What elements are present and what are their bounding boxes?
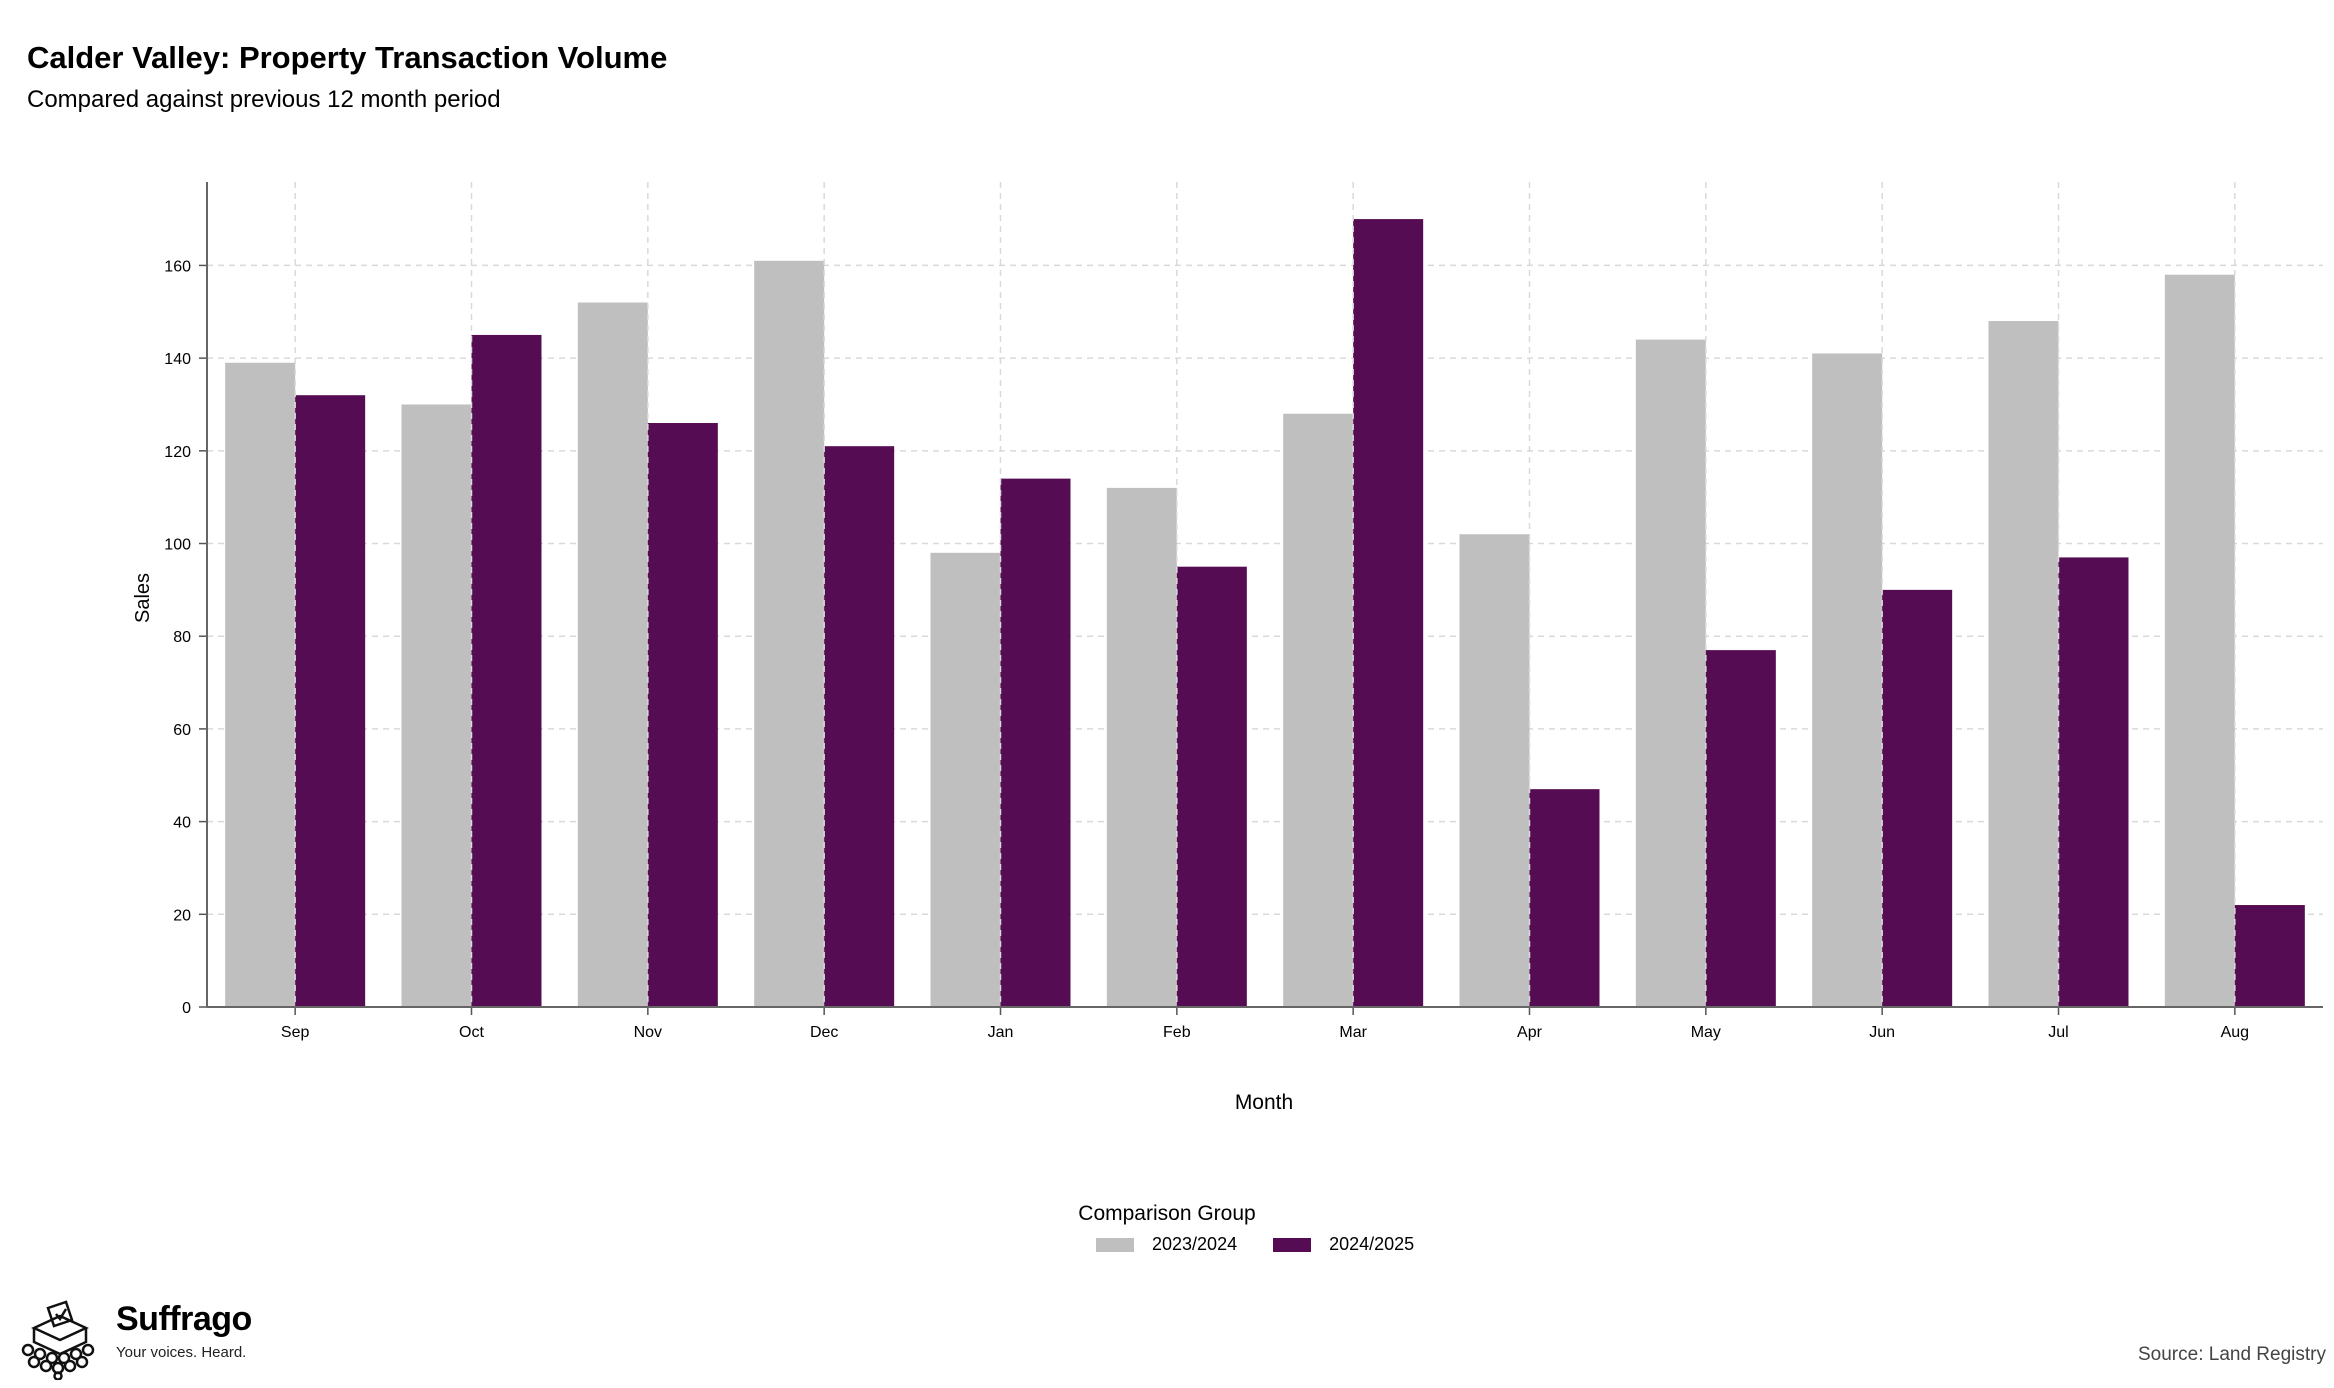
y-tick-label: 80 bbox=[173, 629, 191, 646]
bar-nov-series-2 bbox=[647, 423, 718, 1007]
x-tick-label: Nov bbox=[634, 1024, 662, 1041]
brand-logo: Suffrago Your voices. Heard. bbox=[14, 1298, 252, 1380]
bar-jan-series-1 bbox=[930, 552, 1001, 1007]
bar-sep-series-2 bbox=[295, 395, 366, 1007]
x-tick-label: Apr bbox=[1517, 1024, 1543, 1041]
x-tick-label: May bbox=[1691, 1024, 1721, 1041]
bar-aug-series-1 bbox=[2164, 274, 2235, 1007]
brand-name: Suffrago bbox=[116, 1300, 252, 1338]
bar-dec-series-1 bbox=[754, 260, 825, 1008]
x-tick-label: Oct bbox=[459, 1024, 484, 1041]
legend-label: 2023/2024 bbox=[1152, 1234, 1238, 1254]
legend-swatch bbox=[1096, 1237, 1134, 1252]
legend-title: Comparison Group bbox=[1078, 1202, 1256, 1225]
bar-may-series-1 bbox=[1635, 339, 1706, 1008]
legend-item-2024-2025: 2024/2025 bbox=[1273, 1234, 1414, 1255]
bar-jul-series-2 bbox=[2058, 557, 2129, 1007]
y-tick-label: 160 bbox=[164, 258, 191, 275]
y-tick-label: 120 bbox=[164, 444, 191, 461]
bar-mar-series-1 bbox=[1283, 413, 1354, 1007]
source-note: Source: Land Registry bbox=[2138, 1344, 2326, 1365]
x-axis-label: Month bbox=[1235, 1091, 1293, 1114]
y-tick-label: 60 bbox=[173, 722, 191, 739]
bar-oct-series-1 bbox=[401, 404, 472, 1007]
x-tick-label: Aug bbox=[2221, 1024, 2249, 1041]
y-tick-label: 100 bbox=[164, 537, 191, 554]
x-tick-label: Jan bbox=[988, 1024, 1014, 1041]
legend-swatch bbox=[1273, 1237, 1312, 1252]
legend-item-2023-2024: 2023/2024 bbox=[1096, 1234, 1237, 1255]
bar-apr-series-1 bbox=[1459, 534, 1530, 1007]
x-tick-label: Feb bbox=[1163, 1024, 1191, 1041]
bar-jul-series-1 bbox=[1988, 321, 2059, 1008]
y-tick-label: 20 bbox=[173, 907, 191, 924]
y-tick-label: 0 bbox=[182, 1000, 191, 1017]
vertical-gridlines bbox=[294, 182, 2236, 1007]
bar-oct-series-2 bbox=[471, 334, 542, 1007]
x-tick-label: Sep bbox=[281, 1024, 310, 1041]
bar-aug-series-2 bbox=[2234, 905, 2305, 1007]
bar-jun-series-1 bbox=[1812, 353, 1883, 1007]
bar-jun-series-2 bbox=[1882, 589, 1953, 1007]
chart-subtitle: Compared against previous 12 month perio… bbox=[27, 86, 501, 113]
x-tick-label: Jun bbox=[1869, 1024, 1895, 1041]
y-tick-label: 40 bbox=[173, 815, 191, 832]
axes: 0 20 40 60 80 100 120 140 160 Sep Oct Nov Dec Jan Feb M… bbox=[164, 182, 2323, 1041]
bar-apr-series-2 bbox=[1529, 789, 1600, 1007]
y-tick-label: 140 bbox=[164, 351, 191, 368]
x-tick-label: Jul bbox=[2048, 1024, 2068, 1041]
ballot-box-icon bbox=[21, 1300, 95, 1380]
bar-dec-series-2 bbox=[824, 446, 895, 1007]
bar-nov-series-1 bbox=[577, 302, 648, 1007]
bar-feb-series-1 bbox=[1106, 487, 1177, 1007]
bar-jan-series-2 bbox=[1000, 478, 1071, 1007]
y-axis-label: Sales bbox=[132, 573, 154, 623]
bar-may-series-2 bbox=[1705, 650, 1776, 1007]
x-tick-label: Dec bbox=[810, 1024, 838, 1041]
legend: 2023/2024 2024/2025 bbox=[1096, 1234, 1450, 1255]
bar-sep-series-1 bbox=[225, 362, 296, 1007]
gridlines bbox=[207, 264, 2323, 916]
brand-tagline: Your voices. Heard. bbox=[116, 1344, 247, 1361]
bar-feb-series-2 bbox=[1176, 566, 1247, 1007]
bars bbox=[225, 219, 2305, 1008]
bar-mar-series-2 bbox=[1353, 219, 1424, 1007]
x-tick-label: Mar bbox=[1339, 1024, 1367, 1041]
chart-title: Calder Valley: Property Transaction Volu… bbox=[27, 40, 668, 75]
bar-chart: 0 20 40 60 80 100 120 140 160 Sep Oct Nov Dec Jan Feb M… bbox=[132, 182, 2323, 1114]
legend-label: 2024/2025 bbox=[1329, 1234, 1415, 1254]
